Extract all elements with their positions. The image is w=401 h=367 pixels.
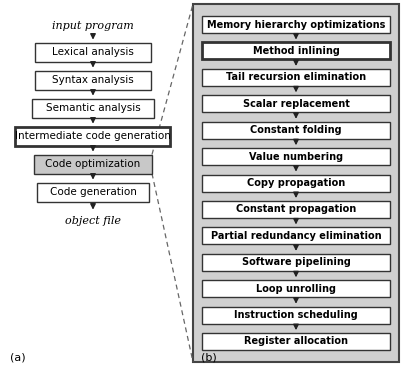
FancyBboxPatch shape <box>201 95 389 112</box>
Text: (a): (a) <box>10 353 26 363</box>
Text: Method inlining: Method inlining <box>252 46 338 56</box>
FancyBboxPatch shape <box>201 201 389 218</box>
FancyBboxPatch shape <box>201 174 389 192</box>
Text: Intermediate code generation: Intermediate code generation <box>15 131 170 141</box>
Text: Semantic analysis: Semantic analysis <box>45 103 140 113</box>
FancyBboxPatch shape <box>201 227 389 244</box>
Text: Copy propagation: Copy propagation <box>246 178 344 188</box>
FancyBboxPatch shape <box>201 16 389 33</box>
Text: Syntax analysis: Syntax analysis <box>52 75 134 85</box>
Text: Constant propagation: Constant propagation <box>235 204 355 214</box>
Text: Scalar replacement: Scalar replacement <box>242 99 348 109</box>
Bar <box>192 4 398 362</box>
Text: Register allocation: Register allocation <box>243 337 347 346</box>
Text: (b): (b) <box>200 353 216 363</box>
FancyBboxPatch shape <box>37 182 149 201</box>
FancyBboxPatch shape <box>35 70 151 90</box>
Text: Lexical analysis: Lexical analysis <box>52 47 134 57</box>
FancyBboxPatch shape <box>201 43 389 59</box>
FancyBboxPatch shape <box>201 69 389 86</box>
Text: Tail recursion elimination: Tail recursion elimination <box>225 72 365 82</box>
FancyBboxPatch shape <box>201 306 389 324</box>
Text: Code optimization: Code optimization <box>45 159 140 169</box>
Text: Code generation: Code generation <box>49 187 136 197</box>
FancyBboxPatch shape <box>16 127 170 145</box>
FancyBboxPatch shape <box>201 148 389 165</box>
Text: Constant folding: Constant folding <box>249 125 341 135</box>
FancyBboxPatch shape <box>201 333 389 350</box>
Text: Software pipelining: Software pipelining <box>241 257 350 267</box>
FancyBboxPatch shape <box>201 254 389 271</box>
FancyBboxPatch shape <box>201 122 389 139</box>
Text: Partial redundancy elimination: Partial redundancy elimination <box>210 231 381 241</box>
Text: Value numbering: Value numbering <box>248 152 342 161</box>
Text: Instruction scheduling: Instruction scheduling <box>233 310 357 320</box>
Text: Loop unrolling: Loop unrolling <box>255 284 335 294</box>
FancyBboxPatch shape <box>34 155 152 174</box>
Text: Memory hierarchy optimizations: Memory hierarchy optimizations <box>206 19 384 29</box>
FancyBboxPatch shape <box>201 280 389 297</box>
Text: input program: input program <box>52 21 134 31</box>
FancyBboxPatch shape <box>35 43 151 62</box>
FancyBboxPatch shape <box>32 98 154 117</box>
Text: object file: object file <box>65 217 121 226</box>
